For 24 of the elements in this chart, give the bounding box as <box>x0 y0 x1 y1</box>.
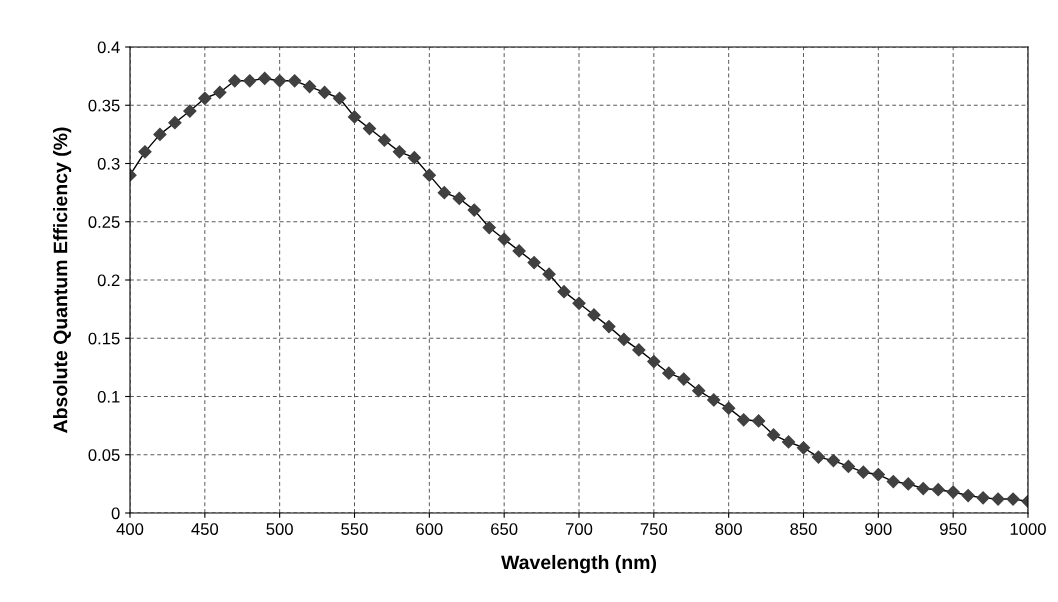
x-tick-label: 550 <box>341 523 368 535</box>
y-tick-label: 0.4 <box>97 41 120 54</box>
y-tick-label: 0.35 <box>88 99 120 112</box>
y-tick-label: 0.15 <box>88 332 120 345</box>
x-tick-label: 500 <box>266 523 293 535</box>
x-tick-label: 400 <box>116 523 144 535</box>
x-tick-label: 900 <box>865 523 892 535</box>
y-tick-label: 0.05 <box>88 449 120 461</box>
y-tick-label: 0 <box>111 507 120 520</box>
y-tick-label: 0.1 <box>97 390 120 403</box>
x-tick-label: 800 <box>715 523 742 535</box>
x-axis-title: Wavelength (nm) <box>501 554 656 574</box>
x-tick-label: 700 <box>565 523 593 535</box>
x-tick-label: 850 <box>790 523 817 535</box>
x-tick-label: 1000 <box>1010 523 1046 535</box>
y-tick-label: 0.3 <box>97 157 120 170</box>
x-tick-label: 650 <box>491 523 518 535</box>
x-tick-label: 450 <box>191 523 219 535</box>
x-tick-label: 750 <box>640 523 668 535</box>
x-tick-label: 600 <box>416 523 443 535</box>
x-tick-label: 950 <box>940 523 967 535</box>
y-tick-label: 0.2 <box>97 274 120 287</box>
y-axis-title: Absolute Quantum Efficiency (%) <box>53 127 72 433</box>
y-tick-label: 0.25 <box>88 216 120 228</box>
